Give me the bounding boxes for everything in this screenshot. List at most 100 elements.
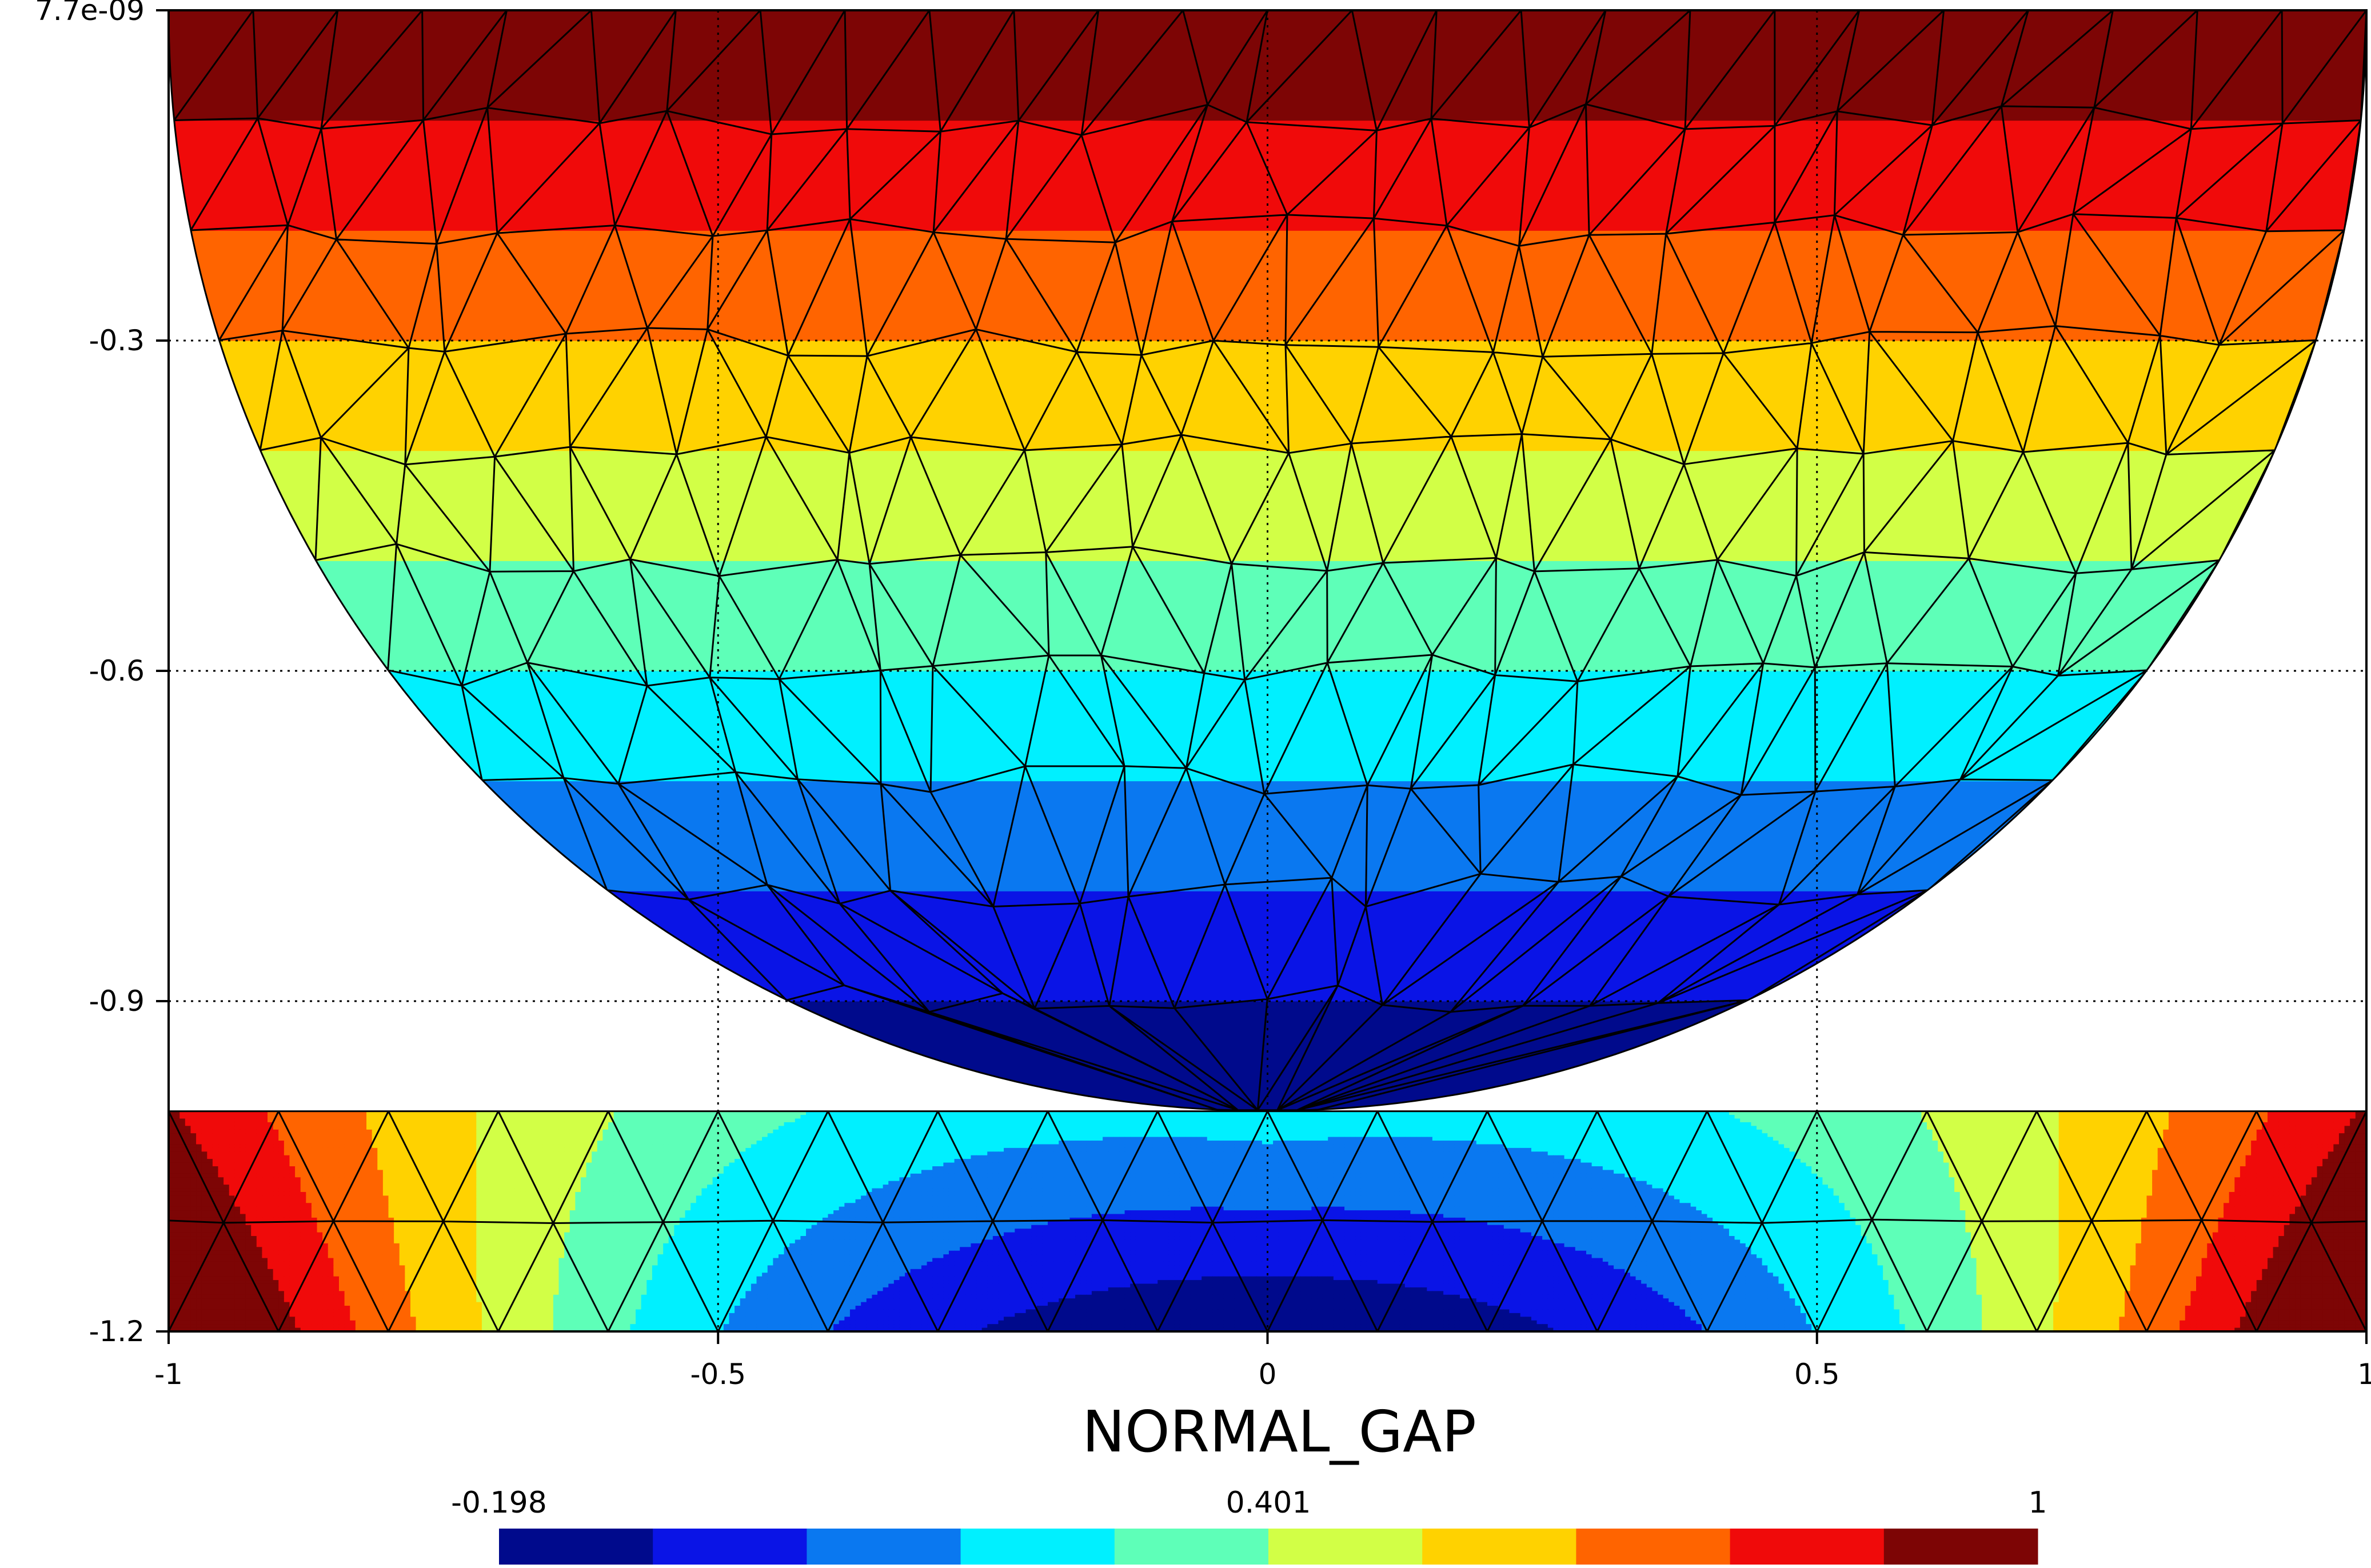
block-cell [937,1155,944,1159]
block-cell [602,1129,609,1134]
block-cell [465,1129,472,1134]
block-cell [1492,1144,1499,1149]
block-cell [1861,1147,1867,1152]
block-cell [2273,1115,2279,1119]
block-cell [2108,1133,2114,1138]
block-cell [1119,1118,1125,1123]
block-cell [1482,1133,1488,1138]
block-cell [1844,1151,1851,1156]
block-cell [2119,1126,2125,1130]
block-cell [789,1151,796,1156]
block-cell [2196,1141,2202,1145]
block-cell [218,1155,224,1159]
block-cell [1635,1147,1642,1152]
block-cell [1641,1141,1647,1145]
block-cell [569,1147,576,1152]
block-cell [2300,1151,2306,1156]
block-cell [921,1144,928,1149]
block-cell [196,1155,202,1159]
block-cell [1498,1118,1504,1123]
block-cell [558,1118,565,1123]
block-cell [1778,1144,1785,1149]
block-cell [981,1151,988,1156]
block-cell [394,1111,400,1115]
block-cell [2234,1144,2241,1149]
block-cell [1036,1118,1043,1123]
block-cell [690,1151,697,1156]
block-cell [416,1147,422,1152]
block-cell [1757,1126,1763,1130]
block-cell [1784,1118,1790,1123]
block-cell [1877,1147,1883,1152]
block-cell [1223,1144,1230,1149]
block-cell [745,1151,752,1156]
block-cell [262,1155,268,1159]
block-cell [723,1133,730,1138]
block-cell [1278,1111,1284,1115]
block-cell [2361,1144,2366,1149]
block-cell [1822,1144,1829,1149]
block-cell [1839,1137,1845,1141]
block-cell [2037,1118,2043,1123]
block-cell [1811,1111,1818,1115]
block-cell [712,1137,719,1141]
block-cell [1372,1129,1378,1134]
block-cell [2026,1147,2032,1152]
block-cell [1718,1126,1724,1130]
block-cell [1157,1126,1164,1130]
block-cell [751,1122,757,1126]
block-cell [2245,1133,2252,1138]
block-cell [1844,1129,1851,1134]
block-cell [1256,1111,1263,1115]
block-cell [1465,1129,1471,1134]
block-cell [537,1111,543,1115]
block-cell [767,1133,773,1138]
block-cell [1009,1133,1015,1138]
block-cell [1492,1137,1499,1141]
block-cell [1163,1118,1169,1123]
block-cell [976,1118,983,1123]
block-cell [410,1133,417,1138]
block-cell [586,1122,592,1126]
block-cell [1097,1147,1103,1152]
block-cell [2344,1133,2350,1138]
block-cell [877,1118,884,1123]
block-cell [729,1147,735,1152]
block-cell [636,1129,642,1134]
block-cell [1482,1118,1488,1123]
block-cell [1833,1141,1839,1145]
block-cell [493,1144,499,1149]
block-cell [251,1141,257,1145]
block-cell [169,1141,175,1145]
block-cell [1827,1129,1834,1134]
block-cell [2355,1137,2361,1141]
block-cell [1119,1115,1125,1119]
block-cell [905,1133,911,1138]
block-cell [1905,1118,1911,1123]
block-cell [2146,1111,2153,1115]
block-cell [1416,1137,1422,1141]
block-cell [641,1133,647,1138]
block-cell [542,1126,548,1130]
block-cell [1476,1129,1482,1134]
block-cell [1515,1126,1521,1130]
block-cell [525,1144,532,1149]
block-cell [256,1122,263,1126]
block-cell [2180,1141,2186,1145]
block-cell [767,1144,773,1149]
block-cell [2218,1115,2224,1119]
block-cell [735,1137,741,1141]
block-cell [1432,1141,1439,1145]
block-cell [1421,1151,1427,1156]
block-cell [2157,1144,2164,1149]
block-cell [1223,1129,1230,1134]
block-cell [1278,1129,1284,1134]
block-cell [1520,1137,1526,1141]
block-cell [987,1118,993,1123]
block-cell [1993,1118,1999,1123]
block-cell [849,1122,856,1126]
block-cell [1778,1129,1785,1134]
block-cell [1938,1122,1944,1126]
block-cell [564,1151,570,1156]
block-cell [1954,1147,1961,1152]
